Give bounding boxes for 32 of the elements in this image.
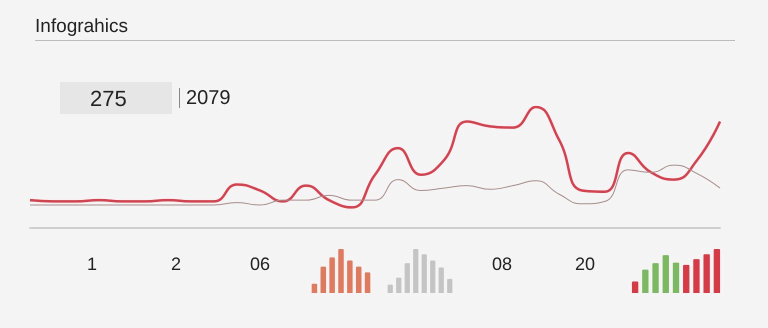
- bar: [388, 284, 393, 293]
- bar: [652, 263, 659, 293]
- bar: [422, 254, 427, 293]
- text: 1: [87, 254, 98, 275]
- bar: [338, 249, 344, 293]
- bar: [438, 267, 444, 293]
- bar: [364, 272, 370, 293]
- bar: [404, 263, 410, 293]
- bar: [714, 249, 720, 293]
- bar: [642, 270, 648, 293]
- bar: [632, 282, 638, 293]
- bar: [356, 266, 362, 293]
- bar: [347, 260, 353, 293]
- bar: [329, 257, 335, 293]
- bar: [312, 284, 318, 293]
- bar: [683, 264, 690, 293]
- annotation: 2079: [186, 87, 230, 110]
- bar: [704, 254, 710, 293]
- text: 08: [492, 254, 512, 275]
- bar: [672, 262, 680, 293]
- bar: [662, 255, 669, 293]
- bar: [396, 278, 402, 293]
- bar: [320, 266, 326, 293]
- text: Infograhics: [35, 16, 128, 38]
- text: 06: [250, 254, 270, 275]
- text: 20: [575, 254, 596, 275]
- bar: [430, 260, 436, 293]
- bar: [447, 278, 452, 293]
- bar: [693, 259, 700, 293]
- bar: [413, 249, 418, 293]
- text: 2: [171, 254, 182, 275]
- annotation: 275: [90, 86, 127, 112]
